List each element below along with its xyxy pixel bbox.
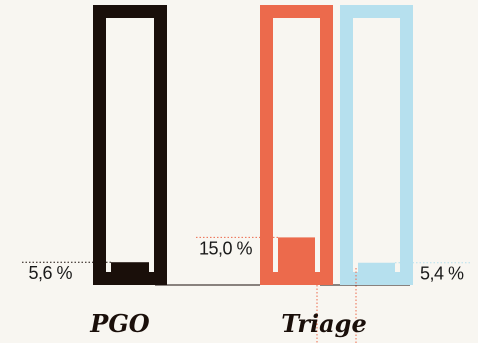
bar-fill-comparison	[358, 262, 395, 277]
group-label-triage: Triage	[281, 309, 366, 338]
value-label-comparison: 5,4 %	[420, 264, 464, 284]
bar-frame-comparison	[340, 5, 413, 285]
bar-frame-pgo	[93, 5, 167, 285]
value-label-triage: 15,0 %	[199, 238, 253, 258]
bar-fill-triage	[278, 237, 315, 277]
bar-fill-pgo	[111, 262, 149, 277]
bar-frame-triage	[260, 5, 333, 285]
group-label-pgo: PGO	[89, 309, 150, 338]
value-label-pgo: 5,6 %	[28, 263, 72, 283]
